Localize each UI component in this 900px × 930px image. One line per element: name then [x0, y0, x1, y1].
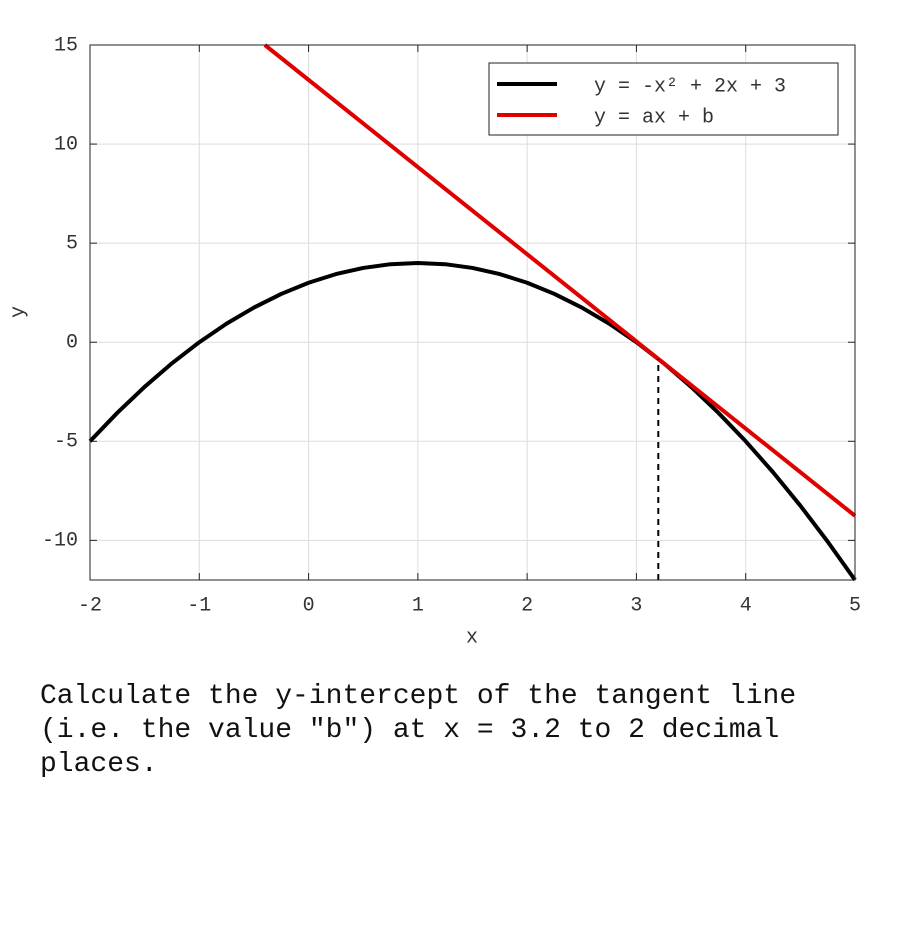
y-tick-label: 10 [54, 133, 78, 156]
x-tick-label: 1 [412, 594, 424, 617]
x-tick-label: 3 [630, 594, 642, 617]
y-tick-label: -10 [42, 530, 78, 553]
legend-label: y = ax + b [594, 106, 714, 129]
y-tick-label: 5 [66, 232, 78, 255]
legend-label: y = -x² + 2x + 3 [594, 75, 786, 98]
x-axis-label: x [466, 626, 478, 649]
series-line [263, 43, 857, 518]
y-tick-label: 15 [54, 34, 78, 57]
x-tick-label: 5 [849, 594, 861, 617]
question-text: Calculate the y-intercept of the tangent… [40, 681, 797, 780]
series-line [88, 260, 857, 582]
y-axis-label: y [7, 306, 30, 318]
x-tick-label: 4 [740, 594, 752, 617]
legend-box [488, 62, 839, 136]
x-tick-label: -1 [187, 594, 211, 617]
y-tick-label: 0 [66, 332, 78, 355]
x-tick-label: 0 [303, 594, 315, 617]
x-tick-label: -2 [78, 594, 102, 617]
x-tick-label: 2 [521, 594, 533, 617]
y-tick-label: -5 [54, 431, 78, 454]
plot-frame [89, 44, 856, 581]
